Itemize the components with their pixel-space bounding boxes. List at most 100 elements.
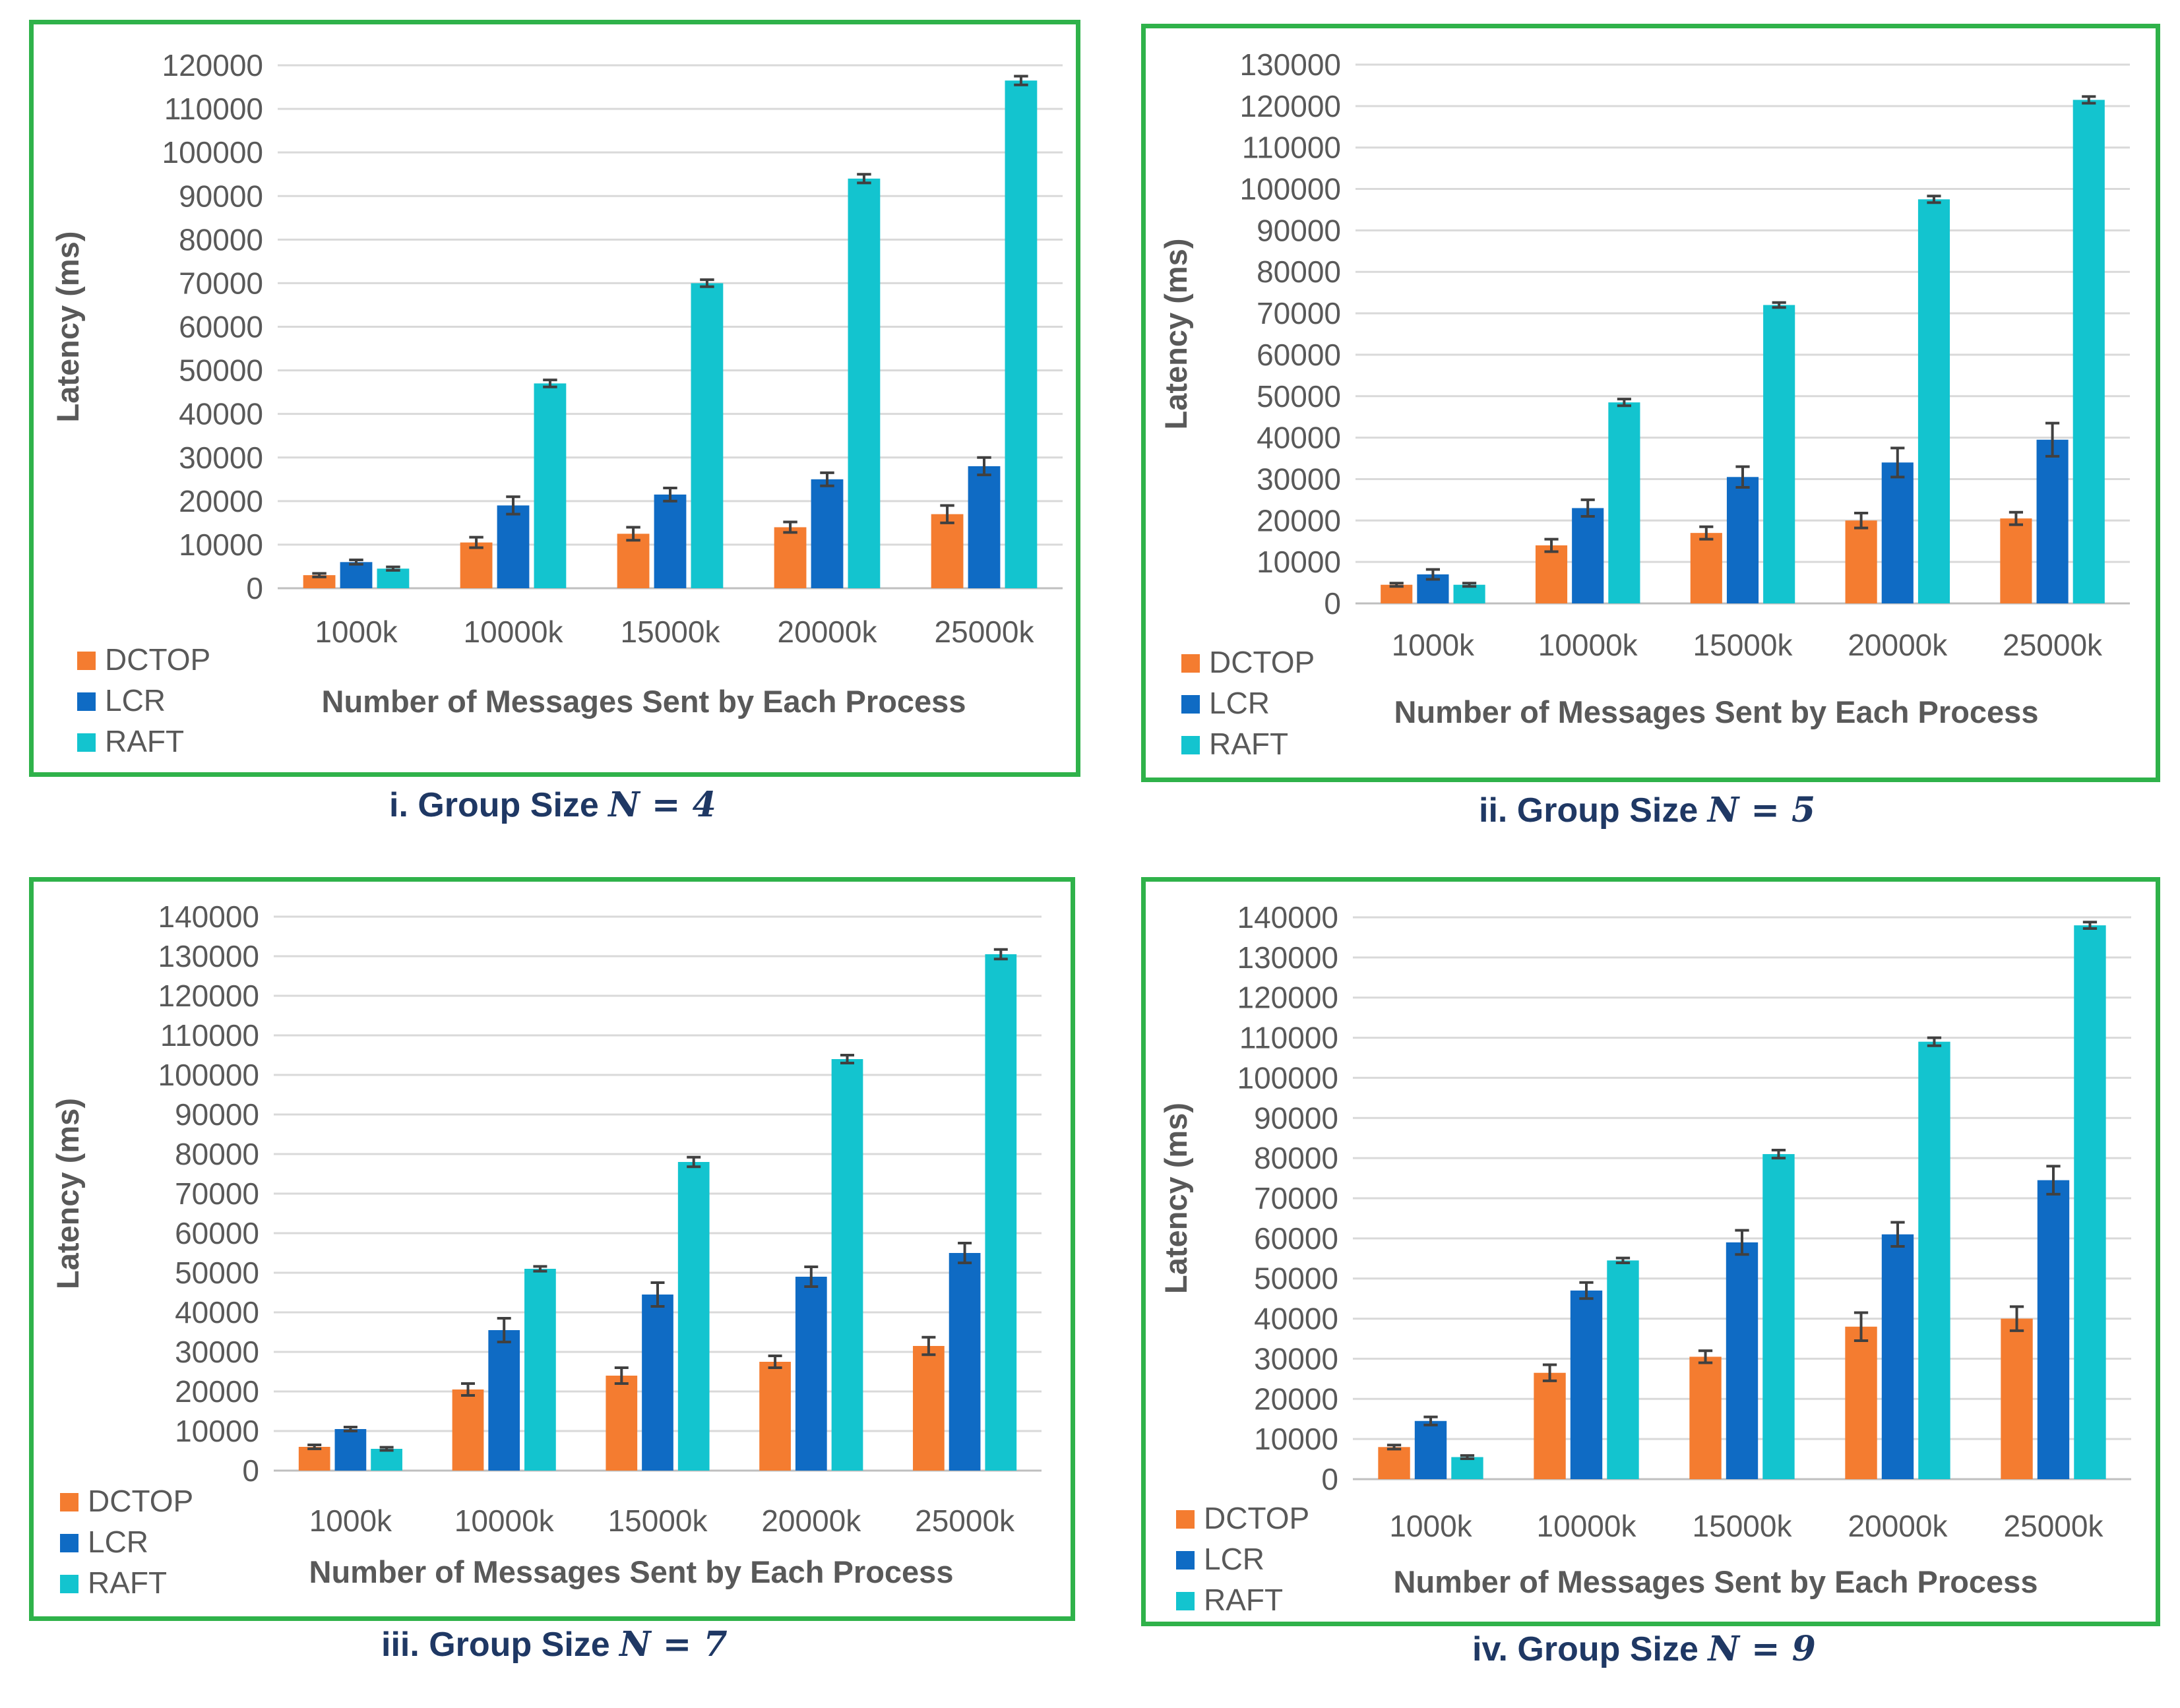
x-axis-label: Number of Messages Sent by Each Process xyxy=(309,1554,954,1589)
bar-dctop xyxy=(1534,1372,1566,1479)
legend-swatch-lcr xyxy=(1181,695,1200,714)
bar-lcr xyxy=(334,1429,367,1471)
y-tick-label: 90000 xyxy=(179,179,263,213)
legend-swatch-raft xyxy=(1181,736,1200,754)
bar-lcr xyxy=(1570,1290,1603,1479)
bar-raft xyxy=(1918,1041,1950,1479)
y-tick-label: 140000 xyxy=(158,900,260,934)
bar-raft xyxy=(371,1449,402,1471)
bar-raft xyxy=(677,1162,710,1471)
legend-label-lcr: LCR xyxy=(105,683,166,717)
y-tick-label: 10000 xyxy=(179,528,263,562)
bar-dctop xyxy=(303,575,336,588)
caption-prefix: ii. Group Size xyxy=(1479,791,1708,830)
bar-raft xyxy=(1917,199,1950,603)
y-tick-label: 120000 xyxy=(1237,981,1339,1015)
y-tick-label: 120000 xyxy=(158,979,260,1013)
y-tick-label: 0 xyxy=(1321,1462,1338,1496)
bar-lcr xyxy=(811,479,844,588)
bar-raft xyxy=(1451,1457,1483,1479)
x-tick-label: 20000k xyxy=(778,615,878,649)
y-tick-label: 60000 xyxy=(1257,338,1341,372)
caption-math: N = 9 xyxy=(1708,1629,1816,1669)
y-tick-label: 40000 xyxy=(1257,421,1341,455)
bar-raft xyxy=(691,283,724,588)
y-tick-label: 110000 xyxy=(1239,1021,1338,1055)
bar-lcr xyxy=(1726,477,1759,603)
bar-raft xyxy=(985,954,1017,1471)
y-tick-label: 90000 xyxy=(1257,213,1341,247)
x-tick-label: 15000k xyxy=(1693,1509,1793,1543)
x-tick-label: 15000k xyxy=(621,615,721,649)
legend-label-dctop: DCTOP xyxy=(105,642,210,677)
y-tick-label: 0 xyxy=(246,571,263,605)
y-tick-label: 30000 xyxy=(1254,1341,1338,1376)
bar-raft xyxy=(534,383,567,588)
chart-caption-4: iv. Group Size N = 9 xyxy=(1472,1629,1816,1669)
bar-dctop xyxy=(298,1447,330,1471)
x-tick-label: 25000k xyxy=(915,1504,1015,1538)
y-axis-label: Latency (ms) xyxy=(50,231,85,423)
chart-svg-4: 0 10000 20000 30000 40000 50000 60000 70000 8000… xyxy=(1158,900,2131,1617)
x-axis-label: Number of Messages Sent by Each Process xyxy=(1394,694,2039,729)
bar-lcr xyxy=(1414,1420,1447,1479)
x-tick-label: 25000k xyxy=(2003,628,2103,662)
legend-swatch-raft xyxy=(77,733,96,752)
x-tick-label: 10000k xyxy=(1537,1509,1637,1543)
y-axis-label: Latency (ms) xyxy=(1158,1103,1193,1294)
x-tick-label: 25000k xyxy=(2004,1509,2104,1543)
chart-caption-3: iii. Group Size N = 7 xyxy=(381,1624,728,1664)
caption-math: N = 5 xyxy=(1707,790,1816,830)
bar-lcr xyxy=(1726,1242,1759,1479)
legend-swatch-lcr xyxy=(77,692,96,711)
legend-label-lcr: LCR xyxy=(1204,1542,1264,1576)
chart-panel-4: 0 10000 20000 30000 40000 50000 60000 70000 8000… xyxy=(1141,877,2160,1626)
y-tick-label: 100000 xyxy=(1237,1060,1339,1095)
y-axis-label: Latency (ms) xyxy=(50,1098,85,1289)
y-tick-label: 20000 xyxy=(1257,503,1341,537)
legend-swatch-dctop xyxy=(77,652,96,670)
bar-raft xyxy=(1763,305,1795,603)
legend-label-dctop: DCTOP xyxy=(88,1484,193,1518)
bar-lcr xyxy=(654,494,687,588)
y-tick-label: 20000 xyxy=(175,1374,259,1409)
x-tick-label: 1000k xyxy=(309,1504,392,1538)
x-tick-label: 20000k xyxy=(1848,1509,1948,1543)
y-tick-label: 10000 xyxy=(175,1414,259,1448)
bar-dctop xyxy=(774,527,807,588)
bar-lcr xyxy=(1881,462,1914,603)
y-tick-label: 20000 xyxy=(179,484,263,518)
y-tick-label: 40000 xyxy=(1254,1302,1338,1336)
bar-lcr xyxy=(642,1295,673,1471)
x-tick-label: 15000k xyxy=(608,1504,708,1538)
bar-dctop xyxy=(1845,1326,1877,1479)
bar-raft xyxy=(1005,80,1038,589)
y-tick-label: 10000 xyxy=(1254,1422,1338,1456)
chart-panel-2: 0 10000 20000 30000 40000 50000 60000 70000 8000… xyxy=(1141,24,2160,782)
x-tick-label: 20000k xyxy=(761,1504,861,1538)
x-tick-label: 20000k xyxy=(1848,628,1948,662)
chart-svg-3: 0 10000 20000 30000 40000 50000 60000 70000 8000… xyxy=(50,900,1042,1600)
bar-dctop xyxy=(1689,1357,1722,1479)
x-axis-label: Number of Messages Sent by Each Process xyxy=(1394,1564,2038,1599)
legend-swatch-lcr xyxy=(60,1534,78,1552)
y-tick-label: 110000 xyxy=(1242,131,1341,165)
bar-dctop xyxy=(759,1362,791,1471)
y-tick-label: 90000 xyxy=(1254,1101,1338,1135)
y-tick-label: 50000 xyxy=(1254,1262,1338,1296)
y-tick-label: 120000 xyxy=(162,48,264,82)
legend-swatch-dctop xyxy=(1176,1510,1195,1529)
legend-label-raft: RAFT xyxy=(105,724,184,758)
bar-raft xyxy=(1608,402,1640,603)
y-tick-label: 20000 xyxy=(1254,1382,1338,1416)
y-tick-label: 110000 xyxy=(160,1018,259,1052)
y-tick-label: 70000 xyxy=(175,1176,259,1211)
legend-label-lcr: LCR xyxy=(1209,686,1270,720)
caption-prefix: iv. Group Size xyxy=(1472,1630,1708,1668)
chart-svg-2: 0 10000 20000 30000 40000 50000 60000 70000 8000… xyxy=(1158,47,2130,761)
bar-lcr xyxy=(2037,1180,2070,1479)
y-tick-label: 60000 xyxy=(179,310,263,344)
y-tick-label: 0 xyxy=(242,1453,259,1488)
bar-dctop xyxy=(617,534,650,588)
y-tick-label: 90000 xyxy=(175,1097,259,1132)
